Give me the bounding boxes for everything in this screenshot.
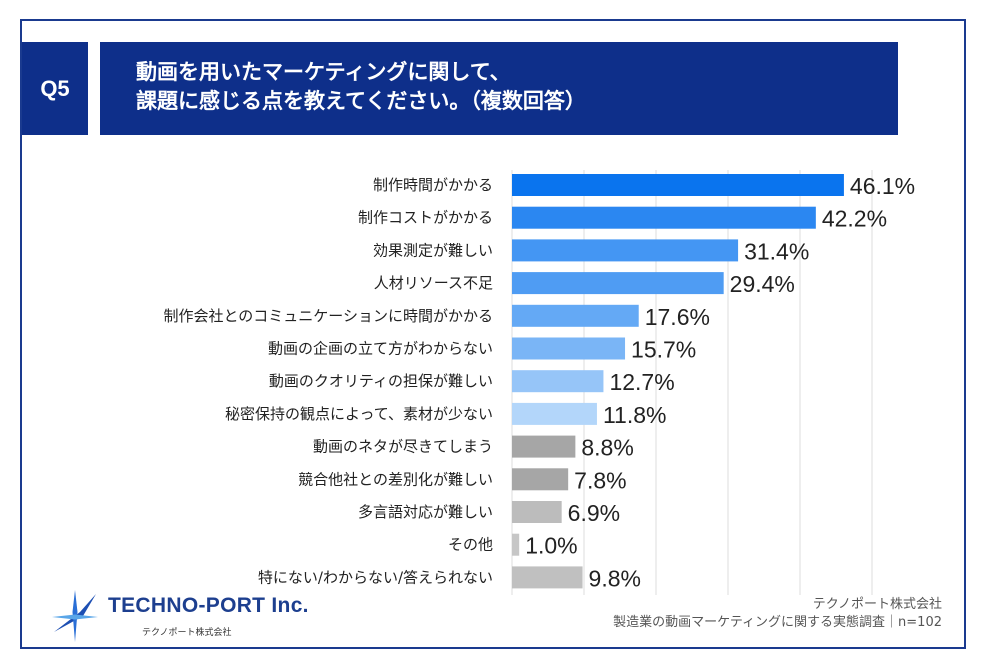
question-title-line1: 動画を用いたマーケティングに関して、 bbox=[136, 60, 511, 84]
logo-name: TECHNO-PORT Inc. bbox=[108, 594, 309, 617]
category-label: その他 bbox=[448, 536, 493, 554]
category-label: 制作会社とのコミュニケーションに時間がかかる bbox=[163, 307, 493, 325]
value-label: 15.7% bbox=[631, 337, 696, 363]
question-title: 動画を用いたマーケティングに関して、 課題に感じる点を教えてください。（複数回答… bbox=[100, 42, 898, 135]
footer-survey: 製造業の動画マーケティングに関する実態調査｜n=102 bbox=[613, 615, 942, 630]
category-label: 動画のネタが尽きてしまう bbox=[313, 438, 493, 456]
category-label: 特にない/わからない/答えられない bbox=[258, 568, 493, 586]
bar bbox=[512, 566, 583, 589]
category-label: 制作コストがかかる bbox=[358, 209, 493, 227]
footer: テクノポート株式会社 製造業の動画マーケティングに関する実態調査｜n=102 bbox=[613, 596, 942, 632]
bar bbox=[512, 501, 562, 523]
value-label: 31.4% bbox=[744, 238, 809, 264]
value-label: 17.6% bbox=[645, 304, 710, 330]
bar bbox=[512, 370, 604, 393]
bar bbox=[512, 272, 724, 295]
value-label: 9.8% bbox=[589, 565, 641, 591]
bar bbox=[512, 468, 569, 491]
question-title-line2: 課題に感じる点を教えてください。（複数回答） bbox=[136, 89, 586, 113]
logo-star-icon bbox=[52, 590, 98, 642]
bars bbox=[512, 174, 844, 589]
value-label: 7.8% bbox=[574, 467, 626, 493]
bar bbox=[512, 435, 576, 458]
value-labels: 46.1% 42.2% 31.4% 29.4% 17.6% 15.7% 12.7% 11.8%… bbox=[525, 173, 915, 591]
value-label: 8.8% bbox=[581, 435, 633, 461]
category-label: 秘密保持の観点によって、素材が少ない bbox=[225, 405, 493, 423]
bar bbox=[512, 337, 626, 360]
question-badge: Q5 bbox=[22, 42, 88, 135]
category-label: 動画の企画の立て方がわからない bbox=[268, 340, 493, 358]
value-label: 46.1% bbox=[850, 173, 915, 199]
category-label: 制作時間がかかる bbox=[373, 176, 493, 194]
value-label: 42.2% bbox=[822, 206, 887, 232]
value-label: 11.8% bbox=[603, 402, 667, 428]
category-label: 人材リソース不足 bbox=[374, 274, 493, 292]
bar bbox=[512, 533, 520, 556]
category-labels: 制作時間がかかる制作コストがかかる効果測定が難しい人材リソース不足制作会社とのコ… bbox=[163, 176, 493, 586]
bar bbox=[512, 174, 844, 196]
footer-company: テクノポート株式会社 bbox=[812, 597, 942, 612]
category-label: 効果測定が難しい bbox=[373, 241, 493, 259]
bar bbox=[512, 402, 597, 425]
bar bbox=[512, 206, 816, 229]
value-label: 1.0% bbox=[525, 533, 577, 559]
bar bbox=[512, 304, 639, 327]
bar bbox=[512, 239, 739, 262]
category-label: 動画のクオリティの担保が難しい bbox=[269, 372, 493, 390]
value-label: 6.9% bbox=[568, 500, 620, 526]
value-label: 12.7% bbox=[609, 369, 674, 395]
company-logo: TECHNO-PORT Inc. テクノポート株式会社 bbox=[50, 590, 309, 642]
logo-subtitle: テクノポート株式会社 bbox=[142, 628, 232, 638]
category-label: 多言語対応が難しい bbox=[358, 503, 493, 521]
chart-frame bbox=[20, 19, 966, 649]
category-label: 競合他社との差別化が難しい bbox=[298, 470, 493, 488]
value-label: 29.4% bbox=[730, 271, 795, 297]
